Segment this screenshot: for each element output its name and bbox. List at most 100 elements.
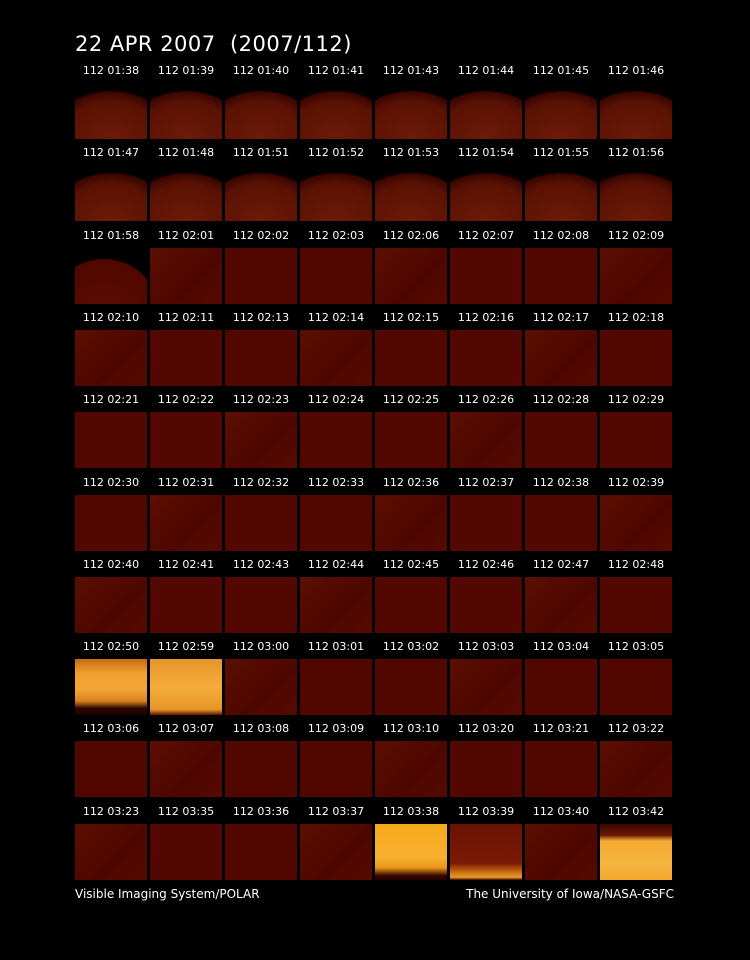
- frame-label: 112 02:08: [532, 228, 590, 242]
- frame-image: [450, 659, 522, 716]
- frame-label: 112 02:01: [157, 228, 215, 242]
- frame-label: 112 03:09: [307, 722, 365, 736]
- frame-label: 112 02:17: [532, 310, 590, 324]
- frame-label: 112 03:39: [457, 804, 515, 818]
- frame-image: [75, 165, 147, 222]
- frame-image: [375, 823, 447, 880]
- frame-image: [300, 165, 372, 222]
- frame-image: [450, 576, 522, 633]
- frame-label: 112 02:40: [82, 557, 140, 571]
- frame-label: 112 03:08: [232, 722, 290, 736]
- frame-image: [450, 412, 522, 469]
- frame-image: [375, 576, 447, 633]
- frame-label: 112 02:11: [157, 310, 215, 324]
- frame-image: [600, 83, 672, 139]
- frame-image: [450, 494, 522, 551]
- frame-label: 112 01:51: [232, 146, 290, 160]
- frame-label: 112 02:09: [607, 228, 665, 242]
- frame-image: [375, 741, 447, 798]
- frame-label: 112 02:18: [607, 310, 665, 324]
- frame-label: 112 03:37: [307, 804, 365, 818]
- frame-label: 112 02:37: [457, 475, 515, 489]
- frame-image: [75, 659, 147, 716]
- frame-label: 112 02:29: [607, 393, 665, 407]
- frame-label: 112 02:22: [157, 393, 215, 407]
- frame-label: 112 01:46: [607, 64, 665, 77]
- frame-label: 112 02:48: [607, 557, 665, 571]
- frame-label: 112 02:23: [232, 393, 290, 407]
- frame-image: [150, 576, 222, 633]
- frame-image: [300, 576, 372, 633]
- frame-image: [300, 412, 372, 469]
- frame-label: 112 02:36: [382, 475, 440, 489]
- frame-image: [300, 494, 372, 551]
- frame-label: 112 01:58: [82, 228, 140, 242]
- frame-image: [300, 659, 372, 716]
- frame-image: [525, 247, 597, 304]
- frame-label: 112 03:21: [532, 722, 590, 736]
- frame-label: 112 02:38: [532, 475, 590, 489]
- frame-image: [600, 247, 672, 304]
- frame-label: 112 02:41: [157, 557, 215, 571]
- frame-image: [600, 329, 672, 386]
- frame-label: 112 01:38: [82, 64, 140, 77]
- frame-image: [300, 329, 372, 386]
- frame-image: [375, 247, 447, 304]
- frame-image: [600, 741, 672, 798]
- frame-image: [150, 741, 222, 798]
- frame-image: [375, 83, 447, 139]
- frame-image: [150, 659, 222, 716]
- frame-label: 112 02:06: [382, 228, 440, 242]
- frame-label: 112 03:04: [532, 640, 590, 654]
- frame-image: [75, 576, 147, 633]
- frame-image: [300, 83, 372, 139]
- frame-image: [75, 412, 147, 469]
- frame-image: [300, 247, 372, 304]
- frame-image: [225, 659, 297, 716]
- frame-label: 112 01:43: [382, 64, 440, 77]
- frame-image: [225, 247, 297, 304]
- frame-label: 112 02:13: [232, 310, 290, 324]
- frame-image: [75, 741, 147, 798]
- frame-image: [75, 329, 147, 386]
- frame-image: [600, 576, 672, 633]
- frame-label: 112 02:03: [307, 228, 365, 242]
- frame-label: 112 02:32: [232, 475, 290, 489]
- frame-image: [525, 329, 597, 386]
- frame-label: 112 02:44: [307, 557, 365, 571]
- frame-label: 112 03:35: [157, 804, 215, 818]
- frame-label: 112 01:55: [532, 146, 590, 160]
- frame-label: 112 01:41: [307, 64, 365, 77]
- title: 22 APR 2007 (2007/112): [75, 32, 352, 56]
- frame-image: [600, 494, 672, 551]
- footer-left: Visible Imaging System/POLAR: [75, 887, 260, 901]
- frame-label: 112 02:25: [382, 393, 440, 407]
- frame-image: [450, 165, 522, 222]
- frame-image: [225, 576, 297, 633]
- frame-image: [600, 412, 672, 469]
- frame-label: 112 03:02: [382, 640, 440, 654]
- frame-image: [225, 741, 297, 798]
- frame-label: 112 02:07: [457, 228, 515, 242]
- frame-label: 112 02:43: [232, 557, 290, 571]
- frame-image: [525, 741, 597, 798]
- frame-image: [450, 741, 522, 798]
- frame-label: 112 01:53: [382, 146, 440, 160]
- frame-image: [525, 659, 597, 716]
- frame-label: 112 02:16: [457, 310, 515, 324]
- frame-image: [450, 823, 522, 880]
- frame-image: [375, 412, 447, 469]
- frame-label: 112 02:59: [157, 640, 215, 654]
- frame-image: [225, 165, 297, 222]
- frame-label: 112 02:31: [157, 475, 215, 489]
- frame-image: [150, 329, 222, 386]
- frame-image: [525, 412, 597, 469]
- frame-image: [525, 823, 597, 880]
- frame-label: 112 03:38: [382, 804, 440, 818]
- frame-label: 112 01:45: [532, 64, 590, 77]
- frame-image: [375, 494, 447, 551]
- frame-label: 112 02:26: [457, 393, 515, 407]
- frame-image: [525, 83, 597, 139]
- frame-label: 112 03:07: [157, 722, 215, 736]
